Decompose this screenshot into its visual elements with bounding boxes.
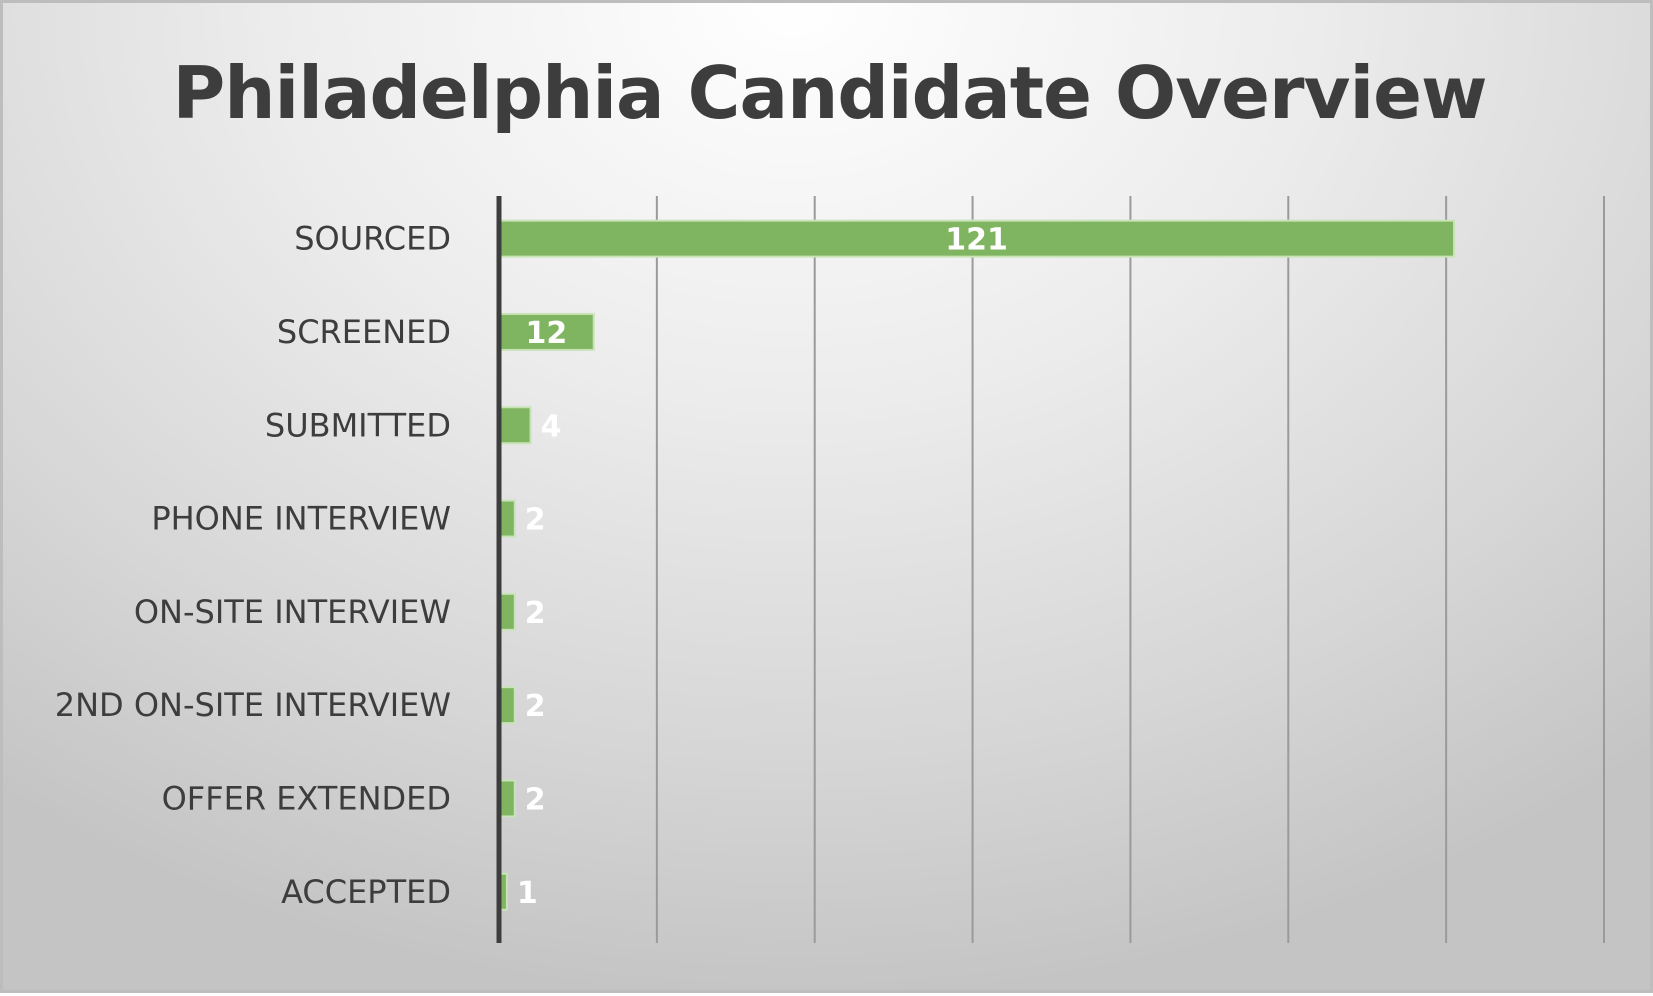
- data-label: 2: [525, 596, 546, 631]
- category-label: SOURCED: [294, 220, 451, 258]
- category-label: SCREENED: [277, 313, 451, 351]
- category-label: ON-SITE INTERVIEW: [134, 593, 451, 631]
- data-label: 2: [525, 503, 546, 538]
- bar: [498, 406, 532, 445]
- category-label: ACCEPTED: [281, 873, 451, 911]
- category-label: SUBMITTED: [265, 406, 451, 444]
- data-label: 121: [945, 223, 1008, 258]
- data-label: 2: [525, 782, 546, 817]
- chart-title: Philadelphia Candidate Overview: [172, 51, 1488, 135]
- data-label: 1: [517, 876, 538, 911]
- data-label: 12: [525, 316, 567, 351]
- bar: [498, 219, 1456, 258]
- data-label: 2: [525, 689, 546, 724]
- data-label: 4: [541, 409, 562, 444]
- category-label: 2ND ON-SITE INTERVIEW: [55, 686, 451, 724]
- category-label: PHONE INTERVIEW: [151, 500, 451, 538]
- category-label: OFFER EXTENDED: [162, 779, 451, 817]
